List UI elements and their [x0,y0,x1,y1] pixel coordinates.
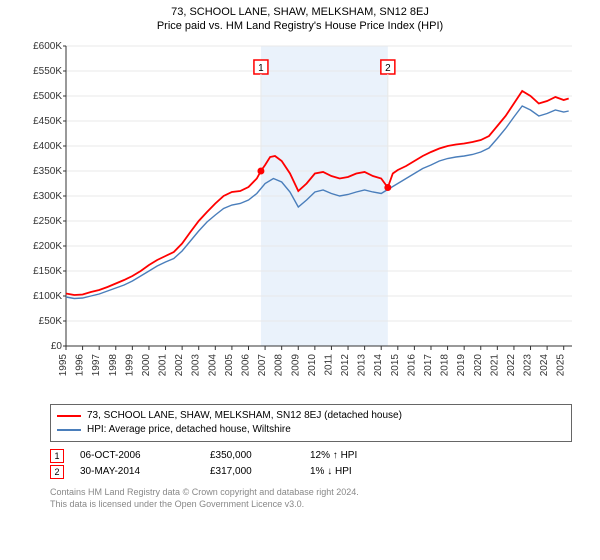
svg-text:£400K: £400K [33,141,62,152]
chart-subtitle: Price paid vs. HM Land Registry's House … [0,18,600,36]
svg-text:1996: 1996 [75,354,86,377]
chart-container: 73, SCHOOL LANE, SHAW, MELKSHAM, SN12 8E… [0,0,600,560]
svg-text:£500K: £500K [33,91,62,102]
footer-attribution: Contains HM Land Registry data © Crown c… [50,486,572,510]
svg-text:2007: 2007 [257,354,268,377]
svg-text:2024: 2024 [539,354,550,377]
sale-date: 30-MAY-2014 [80,464,210,480]
legend-row: 73, SCHOOL LANE, SHAW, MELKSHAM, SN12 8E… [57,409,565,423]
svg-text:2005: 2005 [224,354,235,377]
svg-text:£100K: £100K [33,291,62,302]
sale-delta: 12% ↑ HPI [310,448,430,464]
sale-marker-icon: 1 [50,449,64,463]
svg-text:2012: 2012 [340,354,351,377]
svg-text:1998: 1998 [108,354,119,377]
svg-text:£550K: £550K [33,66,62,77]
svg-text:2001: 2001 [158,354,169,377]
svg-text:£200K: £200K [33,241,62,252]
svg-text:2008: 2008 [274,354,285,377]
svg-text:2015: 2015 [390,354,401,377]
svg-text:1: 1 [258,63,264,74]
svg-text:£450K: £450K [33,116,62,127]
svg-text:£350K: £350K [33,166,62,177]
line-chart-svg: £0 £50K £100K £150K £200K £250K £300K £350K £400… [20,36,580,396]
sale-price: £350,000 [210,448,310,464]
svg-text:1999: 1999 [124,354,135,377]
chart-title: 73, SCHOOL LANE, SHAW, MELKSHAM, SN12 8E… [0,0,600,18]
svg-text:1997: 1997 [91,354,102,377]
legend-label: 73, SCHOOL LANE, SHAW, MELKSHAM, SN12 8E… [87,409,402,423]
svg-text:£150K: £150K [33,266,62,277]
svg-text:2000: 2000 [141,354,152,377]
svg-text:£50K: £50K [39,316,63,327]
legend-swatch [57,429,81,431]
svg-text:£250K: £250K [33,216,62,227]
legend-label: HPI: Average price, detached house, Wilt… [87,423,291,437]
svg-text:2017: 2017 [423,354,434,377]
svg-text:2021: 2021 [489,354,500,377]
legend-row: HPI: Average price, detached house, Wilt… [57,423,565,437]
sale-marker-icon: 2 [50,465,64,479]
sales-table: 1 06-OCT-2006 £350,000 12% ↑ HPI 2 30-MA… [50,448,572,480]
svg-text:£600K: £600K [33,41,62,52]
svg-text:2025: 2025 [556,354,567,377]
svg-text:2010: 2010 [307,354,318,377]
svg-text:2022: 2022 [506,354,517,377]
legend-box: 73, SCHOOL LANE, SHAW, MELKSHAM, SN12 8E… [50,404,572,442]
svg-text:£0: £0 [51,341,63,352]
footer-line: Contains HM Land Registry data © Crown c… [50,486,572,498]
svg-text:2003: 2003 [191,354,202,377]
sale-price: £317,000 [210,464,310,480]
svg-text:2023: 2023 [523,354,534,377]
svg-text:£300K: £300K [33,191,62,202]
sale-date: 06-OCT-2006 [80,448,210,464]
svg-text:2018: 2018 [440,354,451,377]
chart-plot-area: £0 £50K £100K £150K £200K £250K £300K £350K £400… [20,36,580,396]
sales-row: 1 06-OCT-2006 £350,000 12% ↑ HPI [50,448,572,464]
legend-swatch [57,415,81,417]
svg-text:2020: 2020 [473,354,484,377]
sales-row: 2 30-MAY-2014 £317,000 1% ↓ HPI [50,464,572,480]
sale-delta: 1% ↓ HPI [310,464,430,480]
svg-text:1995: 1995 [58,354,69,377]
svg-text:2019: 2019 [456,354,467,377]
svg-text:2002: 2002 [174,354,185,377]
svg-text:2: 2 [385,63,391,74]
svg-text:2004: 2004 [207,354,218,377]
svg-text:2014: 2014 [373,354,384,377]
svg-text:2016: 2016 [406,354,417,377]
svg-text:2011: 2011 [323,354,334,376]
svg-text:2006: 2006 [240,354,251,377]
svg-text:2009: 2009 [290,354,301,377]
footer-line: This data is licensed under the Open Gov… [50,498,572,510]
svg-text:2013: 2013 [357,354,368,377]
